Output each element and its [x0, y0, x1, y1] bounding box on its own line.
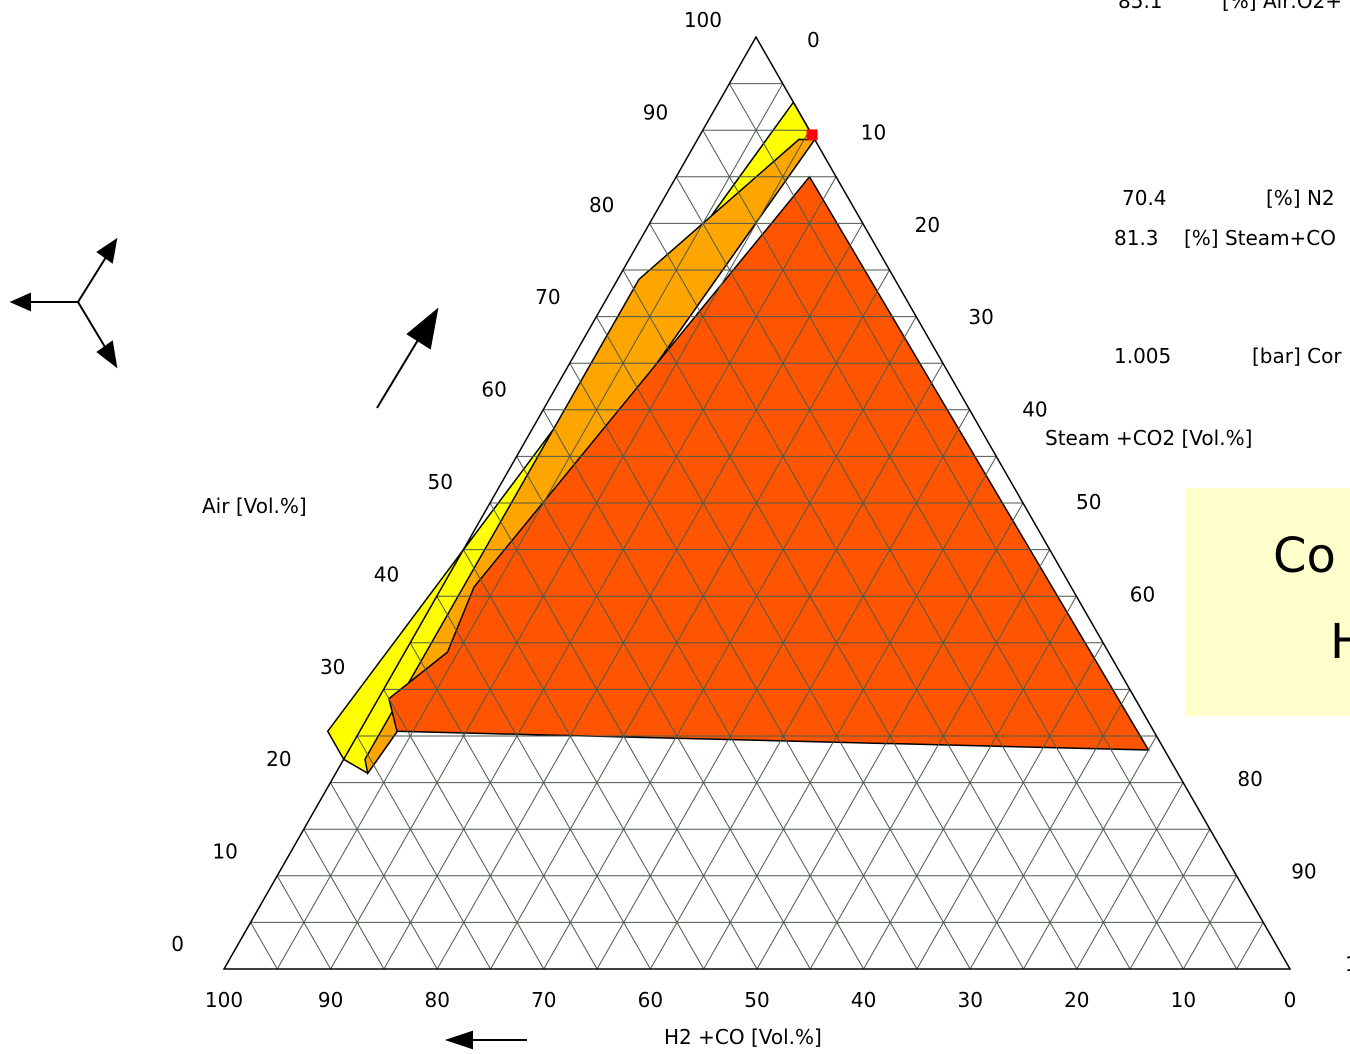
left-tick-label: 80 [589, 193, 614, 217]
callout-text-line1: Co [1273, 528, 1336, 584]
grid-line-steam [490, 269, 890, 970]
grid-line-hc [329, 782, 438, 970]
grid-line-hc [728, 83, 1238, 970]
grid-line-hc [250, 922, 278, 970]
bottom-tick-label: 0 [1284, 988, 1297, 1012]
grid-line-steam [1182, 875, 1238, 970]
left-tick-label: 40 [374, 562, 399, 586]
bottom-axis-direction-arrow [444, 1030, 527, 1050]
left-tick-label: 60 [481, 378, 506, 402]
left-tick-label: 10 [212, 840, 237, 864]
region-dark-orange [388, 175, 1150, 751]
bottom-tick-label: 10 [1171, 988, 1196, 1012]
grid-line-steam [863, 595, 1077, 970]
grid-line-steam [276, 83, 784, 970]
tick-labels: 100 90 80 70 60 50 40 30 20 10 0010203040506070809… [171, 8, 1350, 1012]
grid-line-hc [675, 176, 1131, 970]
readout-top-value: 85.1 [1118, 0, 1163, 13]
grid-line-hc [276, 875, 332, 970]
left-axis-label: Air [Vol.%] [202, 494, 307, 518]
grid-line-hc [489, 502, 758, 970]
left-tick-label: 70 [535, 285, 560, 309]
bottom-tick-label: 40 [851, 988, 876, 1012]
grid-line-steam [383, 176, 837, 970]
bottom-tick-label: 20 [1064, 988, 1089, 1012]
readout-steam-label: [%] Steam+CO [1184, 226, 1336, 250]
left-tick-label: 20 [266, 747, 291, 771]
left-tick-label: 100 [684, 8, 722, 32]
grid-line-steam [916, 642, 1104, 970]
right-tick-label: 0 [807, 28, 820, 52]
left-tick-label: 30 [320, 655, 345, 679]
axes-legend-icon [9, 237, 118, 369]
grid-line-steam [596, 362, 944, 970]
readout-n2-value: 70.4 [1122, 186, 1167, 210]
bottom-tick-label: 70 [531, 988, 556, 1012]
right-tick-label: 10 [861, 120, 886, 144]
grid-line-hc [569, 362, 918, 970]
right-tick-label: 90 [1291, 860, 1316, 884]
left-tick-label: 90 [643, 100, 668, 124]
right-tick-label: 20 [915, 213, 940, 237]
right-tick-label: 80 [1237, 767, 1262, 791]
grid-line-hc [383, 689, 545, 970]
grid-line-steam [756, 502, 1024, 970]
left-tick-label: 0 [171, 932, 184, 956]
bottom-tick-label: 50 [744, 988, 769, 1012]
right-tick-label: 50 [1076, 490, 1101, 514]
readout-pressure-value: 1.005 [1114, 344, 1171, 368]
readout-n2-label: [%] N2 [1266, 186, 1335, 210]
grid-line-hc [516, 456, 811, 970]
grid-line-steam [809, 549, 1051, 970]
right-tick-label: 100 [1345, 952, 1350, 976]
grid-line-hc [356, 735, 491, 970]
triangle-grid [250, 83, 1264, 970]
callout-text-line2: H [1330, 614, 1350, 670]
bottom-axis-label: H2 +CO [Vol.%] [664, 1025, 822, 1049]
right-tick-label: 40 [1022, 398, 1047, 422]
readout-steam-value: 81.3 [1114, 226, 1159, 250]
grid-line-steam [1076, 782, 1184, 970]
callout-box: Co H [1185, 488, 1350, 716]
bottom-tick-label: 30 [957, 988, 982, 1012]
grid-line-hc [409, 642, 598, 970]
grid-line-hc [436, 595, 651, 970]
triangle-frame [222, 35, 1292, 970]
readout-pressure-label: [bar] Cor [1252, 344, 1342, 368]
grid-line-steam [969, 689, 1131, 970]
right-tick-label: 30 [968, 305, 993, 329]
bottom-tick-label: 80 [424, 988, 449, 1012]
right-tick-label: 60 [1130, 582, 1155, 606]
left-axis-direction-arrow [376, 307, 439, 409]
grid-line-steam [703, 456, 997, 970]
left-tick-label: 50 [428, 470, 453, 494]
grid-line-hc [303, 828, 385, 970]
bottom-tick-label: 90 [318, 988, 343, 1012]
bottom-tick-label: 60 [638, 988, 663, 1012]
grid-line-hc [462, 549, 705, 970]
operating-point-marker [806, 129, 818, 141]
readout-top-label: [%] Air:O2+ [1222, 0, 1342, 13]
bottom-tick-label: 100 [205, 988, 243, 1012]
grid-line-steam [1236, 922, 1264, 970]
grid-line-steam [1023, 735, 1157, 970]
grid-line-hc [622, 269, 1024, 970]
flammability-regions [326, 100, 1150, 776]
right-axis-label: Steam +CO2 [Vol.%] [1045, 426, 1252, 450]
grid-line-steam [1129, 828, 1211, 970]
